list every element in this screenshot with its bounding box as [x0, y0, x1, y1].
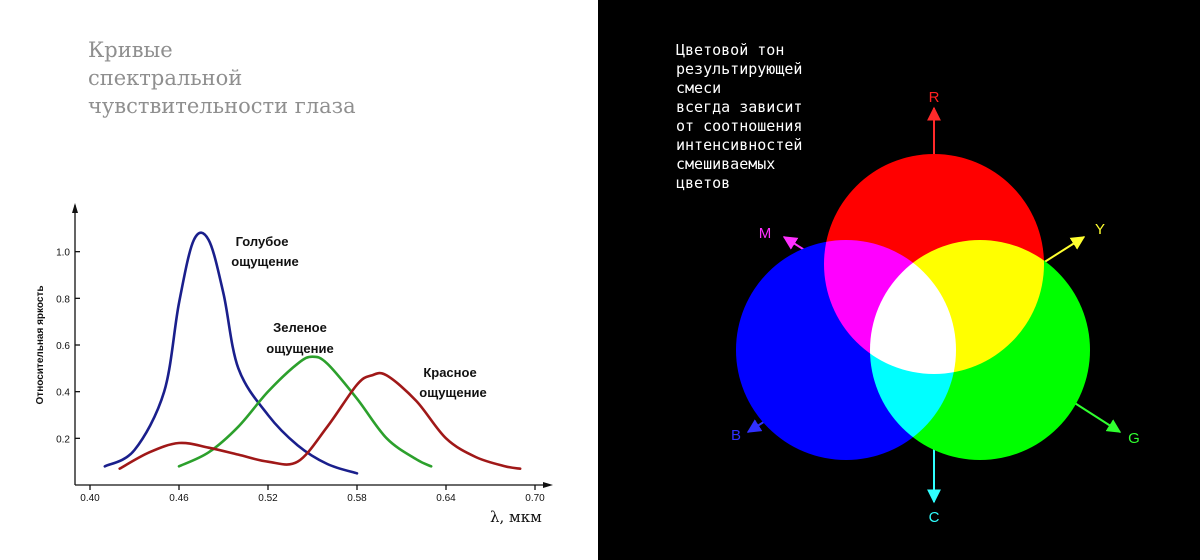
description-line: цветов — [676, 174, 731, 192]
blue-curve-label-line1: Голубое — [236, 234, 289, 249]
title-line: чувствительности глаза — [88, 94, 356, 118]
red-curve-label-line2: ощущение — [419, 385, 486, 400]
x-tick-label: 0.64 — [436, 493, 456, 504]
g-axis-arrow — [1069, 399, 1122, 433]
title-line: спектральной — [88, 66, 243, 90]
spectral-sensitivity-panel: Кривые спектральной чувствительности гла… — [0, 0, 598, 560]
green-sensation-curve — [177, 355, 433, 468]
r-label: R — [929, 89, 940, 106]
spectral-chart: 0.40 0.46 0.52 0.58 0.64 0.70 0.2 0.4 0.6 0.8 1.0… — [35, 203, 553, 526]
description-line: всегда зависит — [676, 98, 803, 116]
y-tick-label: 0.6 — [56, 341, 70, 352]
green-curve-label-line1: Зеленое — [273, 320, 327, 335]
color-mixing-description: Цветовой тон результирующей смеси всегда… — [676, 41, 876, 193]
x-axis-label: λ, мкм — [490, 508, 542, 526]
red-sensation-curve — [118, 371, 522, 470]
title-line: Кривые — [88, 38, 173, 62]
y-tick-label: 0.8 — [56, 294, 70, 305]
description-line: результирующей — [676, 60, 803, 78]
x-tick-label: 0.46 — [169, 493, 189, 504]
blue-curve-label-line2: ощущение — [231, 254, 298, 269]
description-line: смеси — [676, 79, 722, 97]
description-line: от соотношения — [676, 117, 803, 135]
b-label: B — [731, 427, 741, 444]
rgb-venn-diagram: R M Y B G C — [731, 89, 1140, 526]
y-tick-label: 0.4 — [56, 388, 70, 399]
blue-sensation-curve — [103, 231, 359, 475]
y-axis-label: Относительная яркость — [35, 286, 46, 405]
y-tick-group: 0.2 0.4 0.6 0.8 1.0 — [56, 248, 80, 445]
x-tick-label: 0.52 — [258, 493, 278, 504]
y-axis-arrow — [72, 203, 78, 213]
y-label: Y — [1095, 221, 1105, 238]
curve-group — [103, 231, 522, 475]
color-mixing-panel: Цветовой тон результирующей смеси всегда… — [598, 0, 1200, 560]
x-tick-group: 0.40 0.46 0.52 0.58 0.64 0.70 — [80, 485, 545, 504]
description-line: интенсивностей — [676, 136, 803, 154]
c-label: C — [929, 509, 940, 526]
y-tick-label: 0.2 — [56, 434, 70, 445]
page-title: Кривые спектральной чувствительности гла… — [88, 36, 428, 120]
g-label: G — [1128, 430, 1140, 447]
m-label: M — [759, 225, 772, 242]
x-axis-arrow — [543, 482, 553, 488]
x-tick-label: 0.70 — [525, 493, 545, 504]
green-circle — [870, 240, 1090, 460]
green-curve-label-line2: ощущение — [266, 341, 333, 356]
x-tick-label: 0.40 — [80, 493, 100, 504]
description-line: смешиваемых — [676, 155, 776, 173]
y-tick-label: 1.0 — [56, 248, 70, 259]
description-line: Цветовой тон — [676, 41, 785, 59]
x-tick-label: 0.58 — [347, 493, 367, 504]
red-curve-label-line1: Красное — [423, 365, 476, 380]
